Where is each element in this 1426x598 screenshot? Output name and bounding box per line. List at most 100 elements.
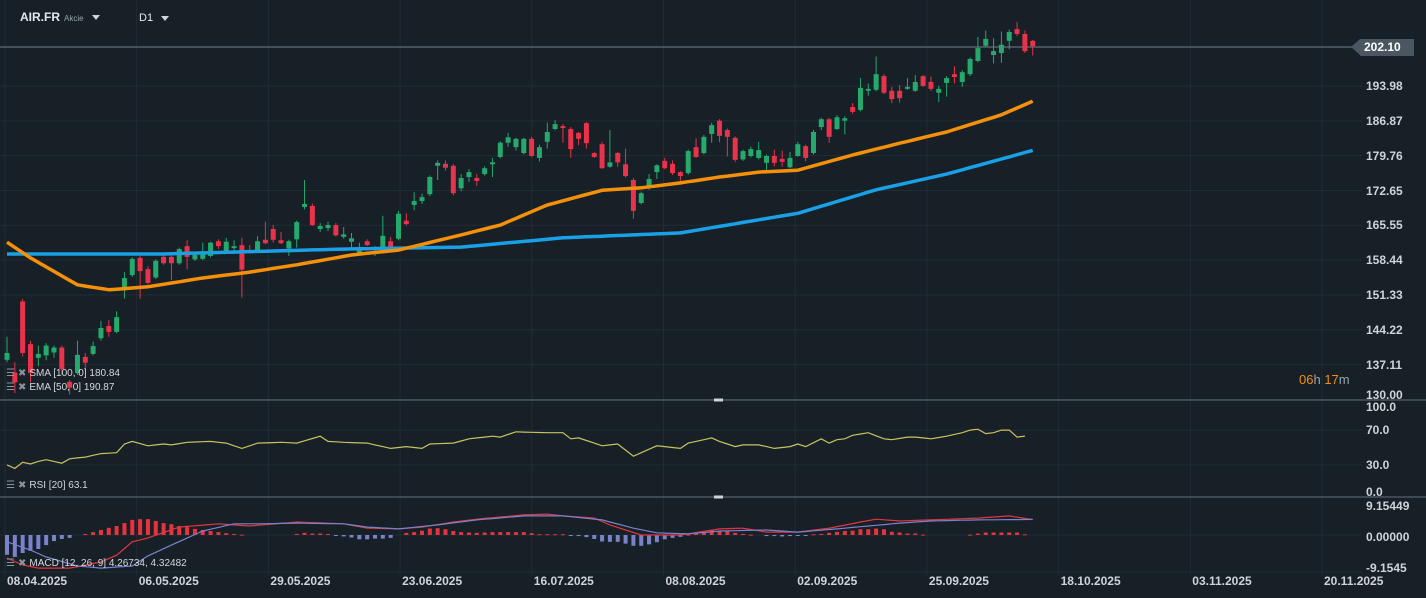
candle-body	[576, 132, 582, 139]
candle	[670, 160, 676, 176]
candle-body	[904, 86, 910, 89]
close-icon[interactable]: ✖	[17, 382, 27, 393]
macd-histogram-bar	[36, 535, 41, 550]
macd-histogram-bar	[357, 535, 362, 540]
candle-body	[270, 228, 276, 240]
candle	[881, 74, 887, 95]
candle	[998, 31, 1004, 63]
candle-body	[1006, 32, 1012, 41]
macd-histogram-bar	[803, 535, 808, 536]
candle	[912, 75, 918, 92]
candle	[239, 237, 245, 298]
ema-50-line	[6, 99, 1034, 292]
close-icon[interactable]: ✖	[17, 368, 27, 379]
close-icon[interactable]: ✖	[17, 480, 27, 491]
symbol-selector[interactable]: AIR.FR Akcie	[20, 10, 100, 24]
candle-body	[834, 117, 840, 130]
candle	[630, 178, 636, 219]
candle	[920, 75, 926, 87]
candle-body	[701, 136, 707, 154]
price-tick-label: 186.87	[1366, 113, 1403, 128]
candle-body	[137, 257, 143, 272]
candle-body	[505, 137, 511, 143]
timeframe-selector[interactable]: D1	[139, 12, 170, 24]
candle	[552, 120, 558, 131]
candle-body	[262, 239, 268, 244]
pane-resize-handle[interactable]	[714, 495, 723, 499]
candle	[959, 70, 965, 87]
settings-lines-icon[interactable]: ☰	[6, 382, 15, 393]
macd-histogram-bar	[20, 535, 25, 553]
candle	[983, 30, 989, 48]
macd-histogram-bar	[419, 530, 424, 535]
candle	[333, 223, 339, 237]
candle-body	[215, 241, 221, 247]
macd-histogram-bar	[607, 535, 612, 542]
candle-body	[442, 163, 448, 168]
macd-histogram-bar	[326, 533, 331, 535]
candle	[1030, 39, 1036, 56]
macd-histogram-bar	[427, 528, 432, 535]
candle	[121, 272, 127, 299]
candle	[129, 257, 135, 278]
macd-histogram-bar	[5, 535, 9, 555]
candle-body	[489, 162, 495, 165]
candle-body	[294, 222, 300, 240]
legend-ema: ☰ ✖ EMA [50, 0] 190.87	[6, 382, 114, 393]
pane-resize-handle[interactable]	[714, 398, 723, 402]
macd-histogram-bar	[216, 532, 221, 535]
candle	[270, 225, 276, 243]
macd-histogram-bar	[341, 535, 346, 537]
candle-body	[98, 327, 104, 339]
macd-histogram-bar	[380, 535, 385, 539]
candle	[161, 254, 167, 265]
rsi-tick-label: 30.0	[1366, 457, 1390, 472]
macd-histogram-bar	[772, 535, 777, 537]
candle-body	[787, 157, 793, 168]
x-tick-label: 18.10.2025	[1060, 574, 1121, 588]
candle	[317, 223, 323, 232]
candle	[497, 141, 503, 159]
candle	[153, 259, 159, 279]
candle-body	[396, 213, 401, 239]
close-icon[interactable]: ✖	[17, 558, 27, 569]
candle-body	[223, 241, 229, 252]
candle-body	[638, 193, 644, 204]
candle-body	[67, 381, 73, 388]
symbol-name: AIR.FR	[20, 10, 60, 24]
candle-body	[1030, 40, 1036, 47]
candle	[803, 144, 809, 162]
candle-body	[693, 147, 699, 157]
candle	[732, 136, 738, 162]
candle	[278, 231, 284, 245]
legend-rsi-text: RSI [20] 63.1	[29, 480, 88, 491]
candle-body	[685, 151, 691, 174]
candle	[951, 66, 957, 84]
macd-histogram-bar	[443, 529, 448, 535]
settings-lines-icon[interactable]: ☰	[6, 480, 15, 491]
candle	[74, 340, 80, 376]
macd-histogram-bar	[91, 532, 96, 535]
candle-body	[35, 353, 41, 358]
candle	[466, 169, 472, 182]
candles	[4, 22, 1036, 395]
candle	[255, 236, 261, 252]
candle	[740, 149, 746, 161]
macd-histogram-bar	[224, 533, 229, 535]
grid	[0, 0, 1362, 575]
candle	[435, 160, 441, 180]
settings-lines-icon[interactable]: ☰	[6, 368, 15, 379]
candle	[991, 38, 997, 64]
candle	[513, 137, 519, 151]
macd-histogram-bar	[1022, 534, 1027, 536]
candle-body	[560, 126, 566, 129]
legend-sma-text: SMA [100, 0] 180.84	[29, 368, 120, 379]
macd-histogram-bar	[466, 532, 471, 535]
settings-lines-icon[interactable]: ☰	[6, 558, 15, 569]
candle-body	[662, 160, 668, 169]
macd-histogram-bar	[741, 533, 746, 535]
candle-body	[255, 241, 261, 251]
macd-histogram-bar	[553, 534, 558, 536]
legend-macd-text: MACD [12, 26, 9] 4.26734, 4.32482	[29, 558, 187, 569]
